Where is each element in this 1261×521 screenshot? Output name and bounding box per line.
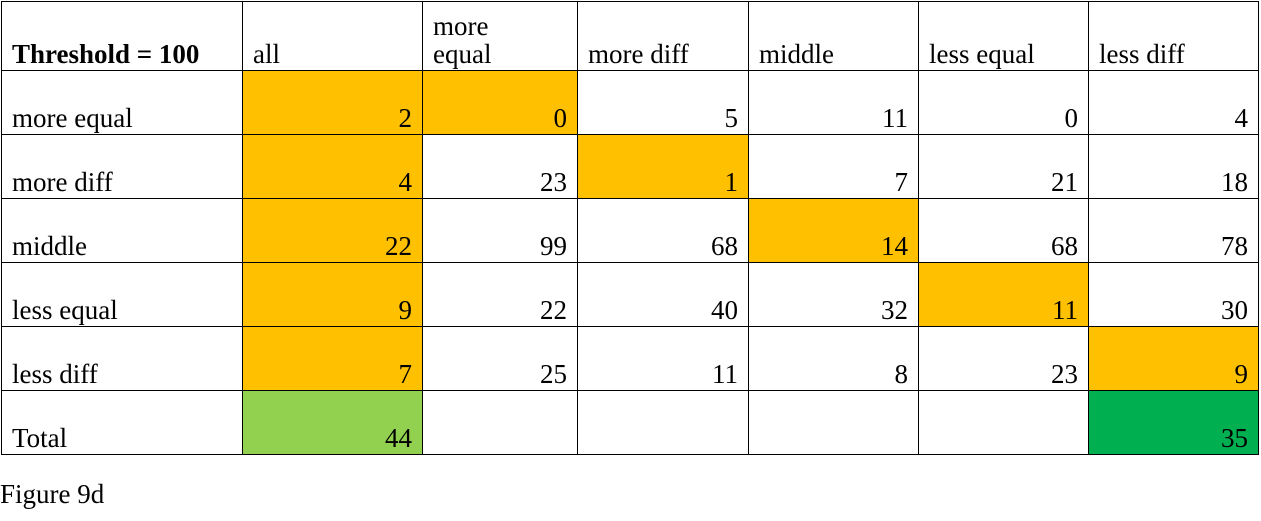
table-cell <box>918 390 1089 455</box>
table-cell: 35 <box>1088 390 1259 455</box>
table-cell: 23 <box>918 326 1089 391</box>
table-cell: 21 <box>918 134 1089 199</box>
table-cell: 1 <box>577 134 749 199</box>
column-header: less equal <box>918 1 1089 71</box>
column-header: less diff <box>1088 1 1259 71</box>
threshold-table: Threshold = 100 all more equal more diff… <box>1 1 1259 455</box>
table-cell: 2 <box>242 70 423 135</box>
table-cell: 14 <box>748 198 919 263</box>
table-cell: 44 <box>242 390 423 455</box>
column-header: middle <box>748 1 919 71</box>
table-cell: 0 <box>918 70 1089 135</box>
table-cell: 9 <box>242 262 423 327</box>
table-cell: 40 <box>577 262 749 327</box>
table-cell: 7 <box>748 134 919 199</box>
table-cell: 8 <box>748 326 919 391</box>
table-cell: 11 <box>748 70 919 135</box>
table-row: less equal 9 22 40 32 11 30 <box>1 262 1259 327</box>
table-row: more equal 2 0 5 11 0 4 <box>1 70 1259 135</box>
table-cell <box>422 390 578 455</box>
figure-caption: Figure 9d <box>0 479 105 509</box>
table-cell: 11 <box>918 262 1089 327</box>
table-cell: 0 <box>422 70 578 135</box>
table-corner-header: Threshold = 100 <box>1 1 243 71</box>
table-cell: 25 <box>422 326 578 391</box>
table-body: more equal 2 0 5 11 0 4 more diff 4 23 1 7 21 18 middl… <box>1 70 1259 455</box>
table-cell <box>577 390 749 455</box>
table-cell: 9 <box>1088 326 1259 391</box>
table-cell: 32 <box>748 262 919 327</box>
table-cell: 22 <box>422 262 578 327</box>
row-header: more equal <box>1 70 243 135</box>
table-cell: 23 <box>422 134 578 199</box>
table-row: more diff 4 23 1 7 21 18 <box>1 134 1259 199</box>
header-row: Threshold = 100 all more equal more diff… <box>1 1 1259 71</box>
table-cell: 7 <box>242 326 423 391</box>
row-header: more diff <box>1 134 243 199</box>
table-row: middle 22 99 68 14 68 78 <box>1 198 1259 263</box>
table-cell: 78 <box>1088 198 1259 263</box>
row-header: middle <box>1 198 243 263</box>
row-header: Total <box>1 390 243 455</box>
column-header-label: more equal <box>433 11 492 69</box>
table-cell <box>748 390 919 455</box>
table-cell: 68 <box>577 198 749 263</box>
table-row: less diff 7 25 11 8 23 9 <box>1 326 1259 391</box>
table-cell: 99 <box>422 198 578 263</box>
table-cell: 4 <box>1088 70 1259 135</box>
table-cell: 68 <box>918 198 1089 263</box>
table-cell: 5 <box>577 70 749 135</box>
row-header: less diff <box>1 326 243 391</box>
column-header: all <box>242 1 423 71</box>
table-cell: 30 <box>1088 262 1259 327</box>
table-cell: 18 <box>1088 134 1259 199</box>
table-cell: 22 <box>242 198 423 263</box>
total-row: Total 44 35 <box>1 390 1259 455</box>
table-cell: 11 <box>577 326 749 391</box>
table-cell: 4 <box>242 134 423 199</box>
row-header: less equal <box>1 262 243 327</box>
column-header: more diff <box>577 1 749 71</box>
column-header: more equal <box>422 1 578 71</box>
